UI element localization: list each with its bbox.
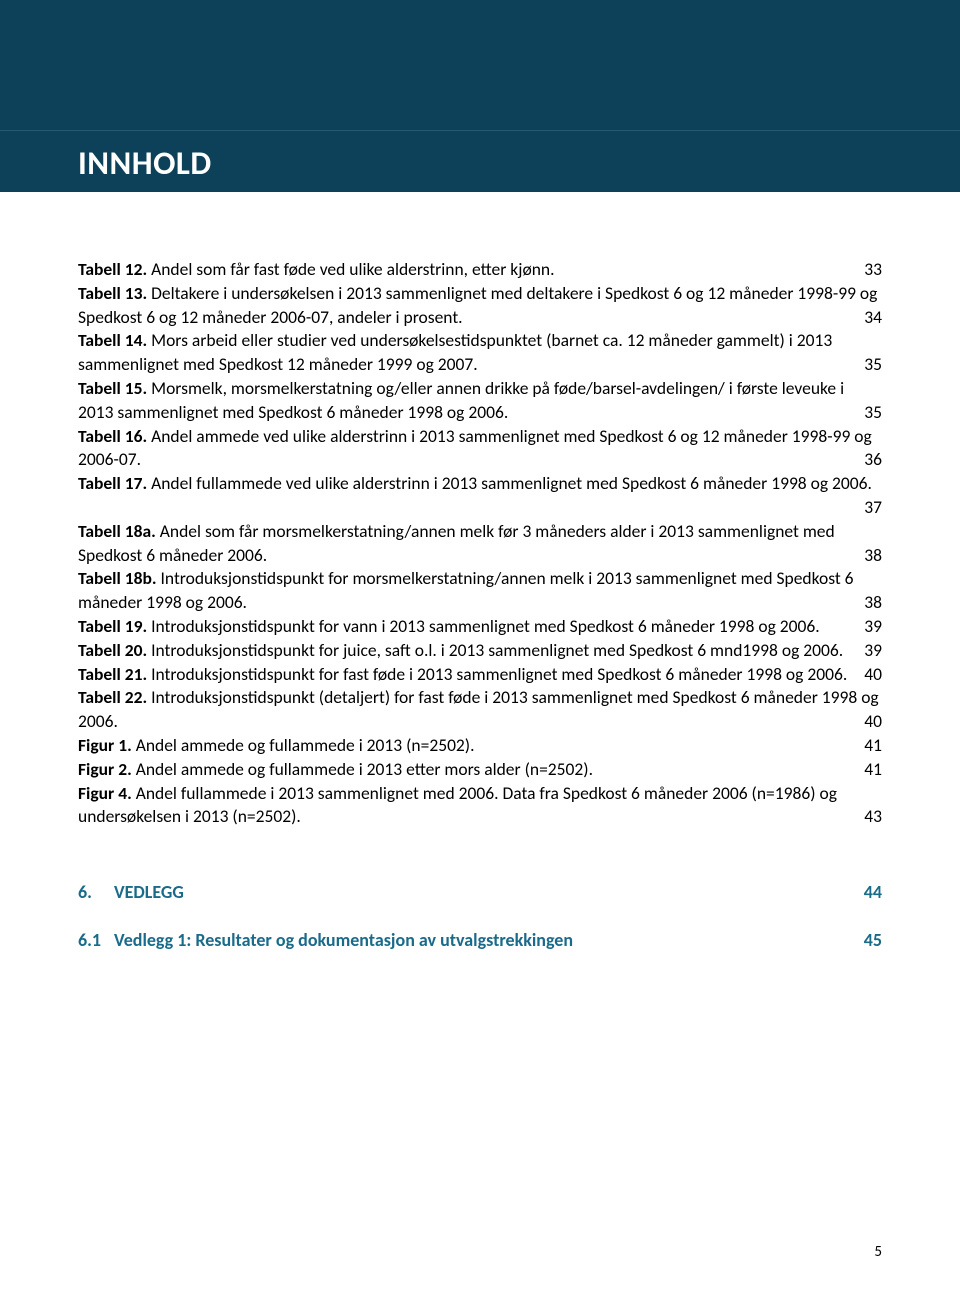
toc-desc: Andel fullammede ved ulike alderstrinn i… (147, 472, 872, 494)
toc-entry: 41 Figur 1. Andel ammede og fullammede i… (78, 734, 882, 758)
toc-label: Tabell 15. (78, 377, 147, 399)
toc-page-number: 41 (864, 734, 882, 758)
toc-page-number: 41 (864, 758, 882, 782)
toc-desc: Deltakere i undersøkelsen i 2013 sammenl… (78, 282, 877, 328)
section-number: 6. (78, 881, 114, 903)
subsection-title: Vedlegg 1: Resultater og dokumentasjon a… (114, 929, 864, 951)
section-page: 44 (864, 881, 882, 903)
toc-section-vedlegg: 6. VEDLEGG 44 (78, 829, 882, 903)
toc-label: Tabell 18a. (78, 520, 156, 542)
toc-page-number: 43 (864, 805, 882, 829)
header-band: INNHOLD (0, 0, 960, 192)
toc-label: Tabell 18b. (78, 567, 157, 589)
toc-page-number: 37 (864, 496, 882, 520)
toc-label: Figur 1. (78, 734, 132, 756)
page-title: INNHOLD (78, 143, 212, 183)
toc-page-number: 39 (864, 639, 882, 663)
toc-entry: Tabell 14. Mors arbeid eller studier ved… (78, 329, 882, 377)
toc-label: Tabell 19. (78, 615, 147, 637)
toc-desc: Andel som får morsmelkerstatning/annen m… (78, 520, 835, 566)
toc-page-number: 40 (864, 710, 882, 734)
toc-entry: Tabell 18b. Introduksjonstidspunkt for m… (78, 567, 882, 615)
toc-entry: Tabell 22. Introduksjonstidspunkt (detal… (78, 686, 882, 734)
header-divider-line (0, 130, 960, 131)
toc-desc: Andel som får fast føde ved ulike alders… (147, 258, 554, 280)
toc-desc: Introduksjonstidspunkt for vann i 2013 s… (147, 615, 820, 637)
section-title: VEDLEGG (114, 881, 864, 903)
toc-label: Tabell 13. (78, 282, 147, 304)
toc-subsection-vedlegg-1: 6.1 Vedlegg 1: Resultater og dokumentasj… (78, 903, 882, 961)
subsection-number: 6.1 (78, 929, 114, 951)
toc-entry: Tabell 13. Deltakere i undersøkelsen i 2… (78, 282, 882, 330)
page-number: 5 (874, 1243, 882, 1261)
toc-entry: Tabell 17. Andel fullammede ved ulike al… (78, 472, 882, 520)
toc-desc: Introduksjonstidspunkt (detaljert) for f… (78, 686, 879, 732)
toc-label: Tabell 21. (78, 663, 147, 685)
toc-page-number: 35 (864, 401, 882, 425)
toc-desc: Andel ammede og fullammede i 2013 etter … (132, 758, 593, 780)
toc-desc: Introduksjonstidspunkt for fast føde i 2… (147, 663, 847, 685)
toc-desc: Introduksjonstidspunkt for juice, saft o… (147, 639, 843, 661)
toc-desc: Andel ammede og fullammede i 2013 (n=250… (132, 734, 475, 756)
toc-page-number: 36 (864, 448, 882, 472)
toc-label: Figur 2. (78, 758, 132, 780)
toc-entry: Tabell 21. Introduksjonstidspunkt for fa… (78, 663, 882, 687)
content-area: 33 Tabell 12. Andel som får fast føde ve… (0, 192, 960, 961)
toc-entry: Figur 4. Andel fullammede i 2013 sammenl… (78, 782, 882, 830)
toc-label: Figur 4. (78, 782, 132, 804)
toc-desc: Morsmelk, morsmelkerstatning og/eller an… (78, 377, 844, 423)
toc-label: Tabell 14. (78, 329, 147, 351)
subsection-page: 45 (864, 929, 882, 951)
toc-entry: Tabell 16. Andel ammede ved ulike alders… (78, 425, 882, 473)
toc-page-number: 33 (864, 258, 882, 282)
toc-page-number: 38 (864, 591, 882, 615)
toc-page-number: 38 (864, 544, 882, 568)
toc-label: Tabell 17. (78, 472, 147, 494)
toc-page-number: 40 (864, 663, 882, 687)
toc-desc: Mors arbeid eller studier ved undersøkel… (78, 329, 832, 375)
toc-entry: 41 Figur 2. Andel ammede og fullammede i… (78, 758, 882, 782)
toc-entry: Tabell 18a. Andel som får morsmelkerstat… (78, 520, 882, 568)
toc-label: Tabell 12. (78, 258, 147, 280)
toc-page-number: 39 (864, 615, 882, 639)
toc-entry: Tabell 19. Introduksjonstidspunkt for va… (78, 615, 882, 639)
toc-desc: Andel ammede ved ulike alderstrinn i 201… (78, 425, 872, 471)
toc-entry: Tabell 20. Introduksjonstidspunkt for ju… (78, 639, 882, 663)
toc-desc: Andel fullammede i 2013 sammenlignet med… (78, 782, 837, 828)
toc-label: Tabell 22. (78, 686, 147, 708)
toc-entry: Tabell 15. Morsmelk, morsmelkerstatning … (78, 377, 882, 425)
toc-list: 33 Tabell 12. Andel som får fast føde ve… (78, 258, 882, 829)
toc-label: Tabell 20. (78, 639, 147, 661)
toc-page-number: 34 (864, 306, 882, 330)
toc-page-number: 35 (864, 353, 882, 377)
toc-desc: Introduksjonstidspunkt for morsmelkersta… (78, 567, 854, 613)
toc-entry: 33 Tabell 12. Andel som får fast føde ve… (78, 258, 882, 282)
toc-label: Tabell 16. (78, 425, 147, 447)
